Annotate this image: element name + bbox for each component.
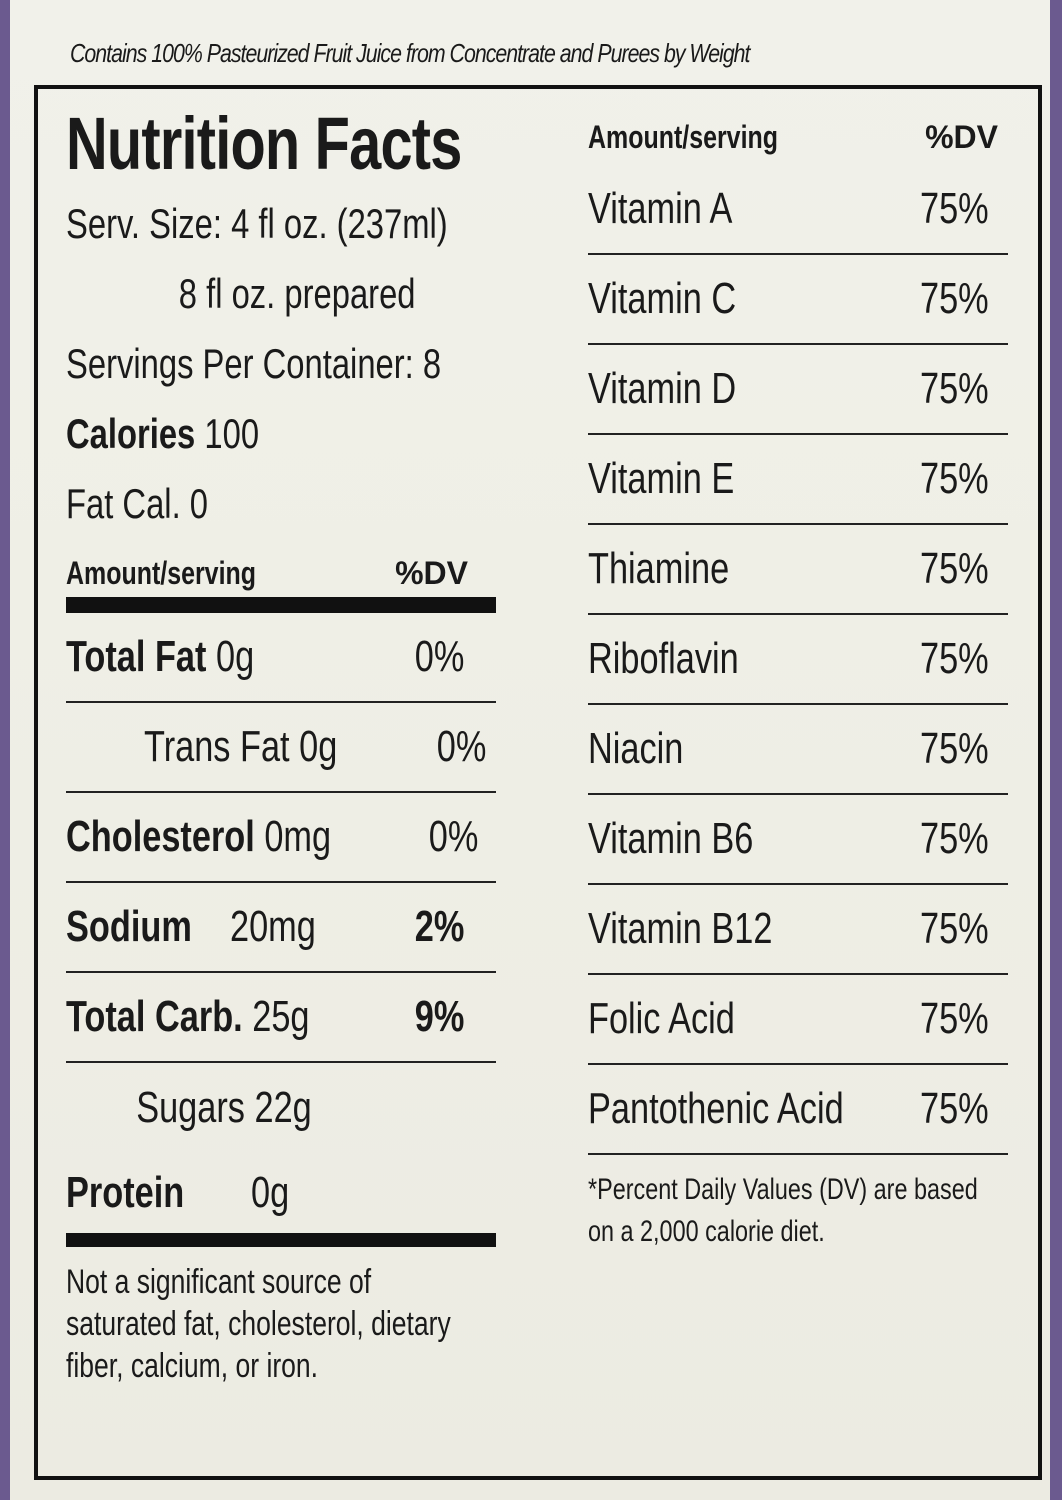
serving-size: Serv. Size: 4 fl oz. (237ml) [66, 200, 448, 247]
vitamin-row: Riboflavin 75% [588, 615, 1008, 705]
vitamin-row: Thiamine 75% [588, 525, 1008, 615]
not-significant-note: Not a significant source of saturated fa… [66, 1263, 451, 1385]
vitamin-row: Vitamin B6 75% [588, 795, 1008, 885]
nutrient-row-total-fat: Total Fat 0g 0% [66, 613, 496, 703]
vitamins-table-header: Amount/serving %DV [588, 119, 998, 155]
nutrient-row-cholesterol: Cholesterol 0mg 0% [66, 793, 496, 883]
nutrient-row-sodium: Sodium 20mg 2% [66, 883, 496, 973]
vitamin-row: Vitamin B12 75% [588, 885, 1008, 975]
vitamin-row: Vitamin C 75% [588, 255, 1008, 345]
left-column: Nutrition Facts Serv. Size: 4 fl oz. (23… [66, 99, 496, 1387]
fat-calories: Fat Cal. 0 [66, 480, 209, 527]
vitamin-row: Vitamin E 75% [588, 435, 1008, 525]
dv-footnote: *Percent Daily Values (DV) are based on … [588, 1173, 978, 1248]
nutrient-row-sugars: Sugars 22g [136, 1083, 312, 1132]
juice-content-statement: Contains 100% Pasteurized Fruit Juice fr… [70, 38, 750, 68]
vitamin-row: Vitamin D 75% [588, 345, 1008, 435]
servings-per-container: Servings Per Container: 8 [66, 340, 442, 387]
nutrient-row-total-carb: Total Carb. 25g 9% [66, 973, 496, 1063]
calories-label: Calories [66, 410, 196, 457]
vitamin-row: Pantothenic Acid 75% [588, 1065, 1008, 1155]
calories-value: 100 [204, 410, 260, 457]
thick-divider [66, 597, 496, 613]
vitamins-column: Amount/serving %DV Vitamin A 75% Vitamin … [588, 99, 1008, 1253]
label-paper: Contains 100% Pasteurized Fruit Juice fr… [10, 0, 1050, 1500]
thick-divider-bottom [66, 1233, 496, 1247]
nutrient-row-trans-fat: Trans Fat 0g 0% [66, 703, 496, 793]
vitamin-row: Folic Acid 75% [588, 975, 1008, 1065]
panel-title: Nutrition Facts [66, 102, 462, 185]
nutrient-row-protein: Protein 0g [66, 1168, 290, 1217]
nutrition-facts-panel: Nutrition Facts Serv. Size: 4 fl oz. (23… [34, 85, 1042, 1480]
vitamin-row: Niacin 75% [588, 705, 1008, 795]
nutrient-table-header: Amount/serving %DV [66, 555, 468, 591]
serving-prepared: 8 fl oz. prepared [179, 270, 416, 317]
vitamin-row: Vitamin A 75% [588, 165, 1008, 255]
